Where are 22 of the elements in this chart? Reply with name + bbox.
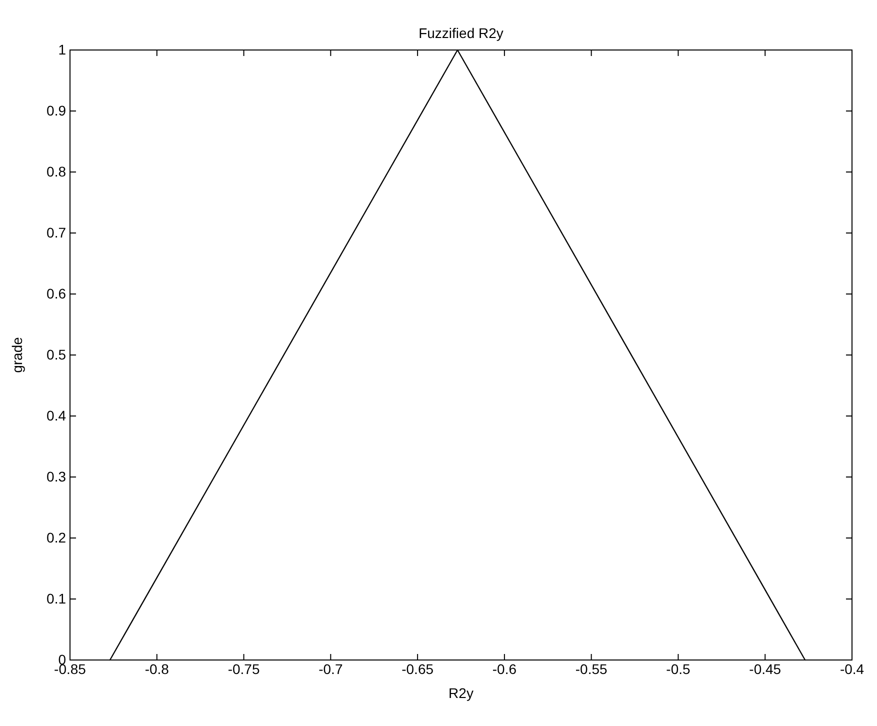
x-tick-label: -0.55: [575, 660, 608, 677]
y-tick-label: 1: [58, 41, 66, 58]
y-tick-label: 0.7: [46, 224, 66, 240]
x-tick-label: -0.5: [666, 660, 690, 677]
y-tick-label: 0.4: [46, 407, 66, 424]
y-tick-label: 0.9: [46, 102, 66, 118]
x-tick-label: -0.4: [840, 660, 864, 677]
y-tick-label: 0.3: [46, 468, 66, 484]
y-tick-label: 0.6: [46, 285, 66, 302]
y-tick-label: 0.5: [46, 346, 66, 362]
x-tick-label: -0.6: [492, 660, 517, 677]
y-tick-label: 0.8: [46, 163, 66, 180]
x-tick-label: -0.8: [144, 660, 170, 677]
y-tick-label: 0.1: [46, 590, 66, 606]
x-tick-label: -0.75: [228, 660, 260, 677]
y-tick-label: 0.2: [46, 529, 66, 546]
y-axis-title: grade: [9, 336, 25, 373]
x-tick-label: -0.45: [749, 660, 782, 677]
x-tick-label: -0.7: [318, 660, 343, 677]
x-axis-title: R2y: [448, 685, 474, 701]
x-tick-label: -0.65: [402, 660, 434, 677]
chart-title: Fuzzified R2y: [418, 25, 504, 41]
